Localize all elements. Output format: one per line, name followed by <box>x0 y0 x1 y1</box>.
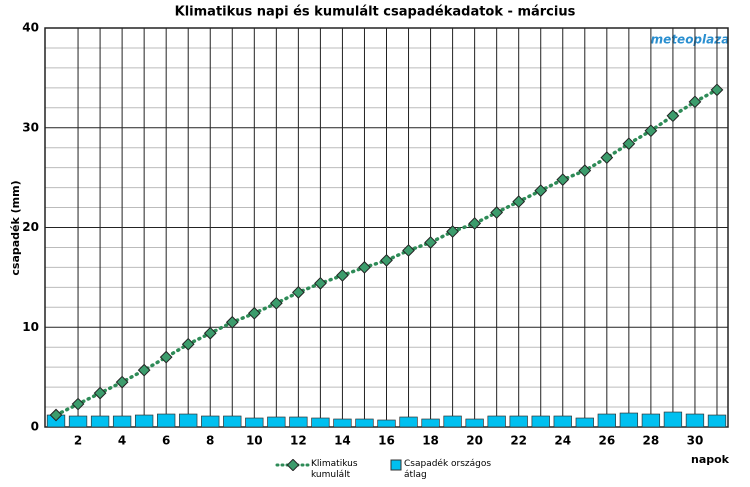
y-axis-label: csapadék (mm) <box>9 180 22 275</box>
bar <box>134 414 154 428</box>
bar <box>245 417 264 428</box>
marker <box>490 206 504 219</box>
bar <box>575 417 594 428</box>
bar <box>201 415 220 428</box>
marker <box>710 83 724 97</box>
marker <box>115 375 129 389</box>
bar <box>553 415 572 428</box>
bar <box>333 418 352 428</box>
bar <box>267 416 286 428</box>
y-tick-label: 10 <box>22 320 39 334</box>
marker <box>468 217 481 230</box>
bar <box>90 415 110 428</box>
marker <box>203 326 217 340</box>
marker <box>512 195 526 208</box>
x-tick-label: 28 <box>643 434 660 448</box>
bar <box>509 415 528 428</box>
x-tick-label: 10 <box>246 434 263 448</box>
bar <box>355 418 374 428</box>
bar <box>531 415 550 428</box>
x-axis-label: napok <box>691 453 730 466</box>
bar <box>465 418 484 428</box>
x-tick-label: 24 <box>554 434 571 448</box>
marker <box>336 269 349 282</box>
bar <box>179 413 198 428</box>
legend-label: Klimatikus kumulált <box>311 459 358 480</box>
x-tick-label: 26 <box>598 434 615 448</box>
marker <box>71 397 85 411</box>
bar <box>641 413 661 428</box>
y-tick-label: 40 <box>22 21 39 35</box>
legend-item: Csapadék országos átlag <box>390 459 494 481</box>
marker <box>622 137 636 151</box>
bar <box>399 416 418 428</box>
x-tick-label: 20 <box>466 434 483 448</box>
bar <box>421 418 440 428</box>
marker <box>292 285 305 299</box>
x-tick-label: 18 <box>422 434 439 448</box>
x-tick-label: 22 <box>510 434 527 448</box>
bar <box>68 415 88 428</box>
x-tick-label: 14 <box>334 434 351 448</box>
x-tick-label: 30 <box>687 434 704 448</box>
marker <box>314 276 327 290</box>
x-tick-label: 2 <box>74 434 82 448</box>
marker <box>269 296 283 310</box>
chart-title: Klimatikus napi és kumulált csapadékadat… <box>175 5 576 20</box>
watermark: meteoplaza <box>651 33 730 47</box>
marker <box>600 151 614 165</box>
x-tick-label: 16 <box>378 434 395 448</box>
y-tick-label: 30 <box>22 120 39 134</box>
y-tick-label: 0 <box>31 420 39 434</box>
legend-label: Csapadék országos átlag <box>404 459 492 480</box>
marker <box>225 315 239 329</box>
legend-item: Klimatikus kumulált <box>275 459 386 481</box>
bar <box>443 415 462 428</box>
marker <box>358 261 371 274</box>
marker <box>578 164 592 178</box>
legend-swatch <box>275 459 311 471</box>
marker <box>556 173 570 186</box>
bar <box>685 413 705 428</box>
marker <box>666 109 680 123</box>
marker <box>644 124 658 138</box>
legend-swatch <box>390 459 402 471</box>
bar <box>377 419 396 428</box>
bar <box>707 414 727 428</box>
bar <box>487 415 506 428</box>
bar <box>112 415 132 428</box>
marker <box>534 184 548 197</box>
bar <box>663 411 683 428</box>
bar <box>223 415 242 428</box>
marker <box>49 408 63 422</box>
marker <box>93 386 107 400</box>
marker <box>380 254 393 267</box>
bar <box>157 413 176 428</box>
marker <box>159 350 173 364</box>
x-tick-label: 6 <box>162 434 170 448</box>
bar <box>597 413 616 428</box>
y-tick-label: 20 <box>22 220 39 234</box>
marker <box>688 95 702 109</box>
marker <box>247 306 261 320</box>
marker <box>137 363 151 377</box>
marker <box>424 236 437 249</box>
bar <box>289 416 308 428</box>
bar <box>619 412 639 428</box>
marker <box>181 337 195 351</box>
x-tick-label: 12 <box>290 434 307 448</box>
x-tick-label: 4 <box>118 434 126 448</box>
x-tick-label: 8 <box>206 434 214 448</box>
marker <box>402 244 415 257</box>
bar <box>311 417 330 428</box>
marker <box>446 225 459 238</box>
